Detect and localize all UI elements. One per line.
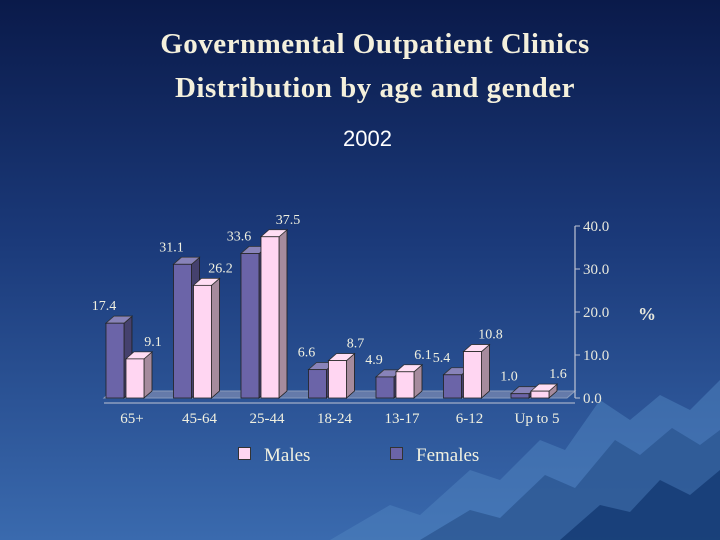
y-tick-label: 40.0 [583, 219, 609, 235]
data-label-females: 6.6 [298, 346, 316, 361]
data-label-females: 17.4 [92, 299, 117, 314]
x-tick-label: Up to 5 [515, 411, 560, 427]
data-label-males: 8.7 [347, 337, 365, 352]
x-tick-label: 18-24 [317, 411, 352, 427]
legend-males-swatch [238, 447, 251, 460]
chart-subtitle: 2002 [343, 126, 392, 151]
bar-males [394, 363, 424, 399]
data-label-males: 10.8 [478, 328, 503, 343]
legend-females-swatch [390, 447, 403, 460]
x-tick-label: 65+ [120, 411, 143, 427]
data-label-females: 4.9 [365, 353, 383, 368]
bar-males [462, 343, 491, 399]
legend-males-label: Males [264, 445, 311, 466]
legend-females-label: Females [416, 445, 480, 466]
data-label-males: 9.1 [144, 335, 162, 350]
data-label-females: 1.0 [500, 370, 518, 385]
data-label-females: 31.1 [159, 240, 184, 255]
data-label-males: 6.1 [414, 348, 432, 363]
x-tick-label: 25-44 [250, 411, 285, 427]
bar-males [124, 350, 154, 399]
data-label-females: 5.4 [433, 351, 451, 366]
y-tick-label: 0.0 [583, 391, 602, 407]
x-tick-label: 13-17 [385, 411, 420, 427]
x-tick-label: 45-64 [182, 411, 217, 427]
bar-males [529, 383, 559, 399]
y-tick-label: 20.0 [583, 305, 609, 321]
bar-males [192, 277, 221, 399]
x-tick-label: 6-12 [456, 411, 484, 427]
bar-males [259, 228, 289, 399]
y-tick-label: 10.0 [583, 348, 609, 364]
y-axis-label: % [638, 304, 656, 324]
chart-title-line1: Governmental Outpatient Clinics [160, 28, 590, 60]
data-label-males: 37.5 [276, 213, 301, 228]
bar-males [327, 352, 356, 399]
data-label-males: 1.6 [549, 367, 567, 382]
chart-title-line2: Distribution by age and gender [174, 72, 576, 104]
data-label-males: 26.2 [208, 261, 233, 276]
data-label-females: 33.6 [227, 230, 252, 245]
y-tick-label: 30.0 [583, 262, 609, 278]
